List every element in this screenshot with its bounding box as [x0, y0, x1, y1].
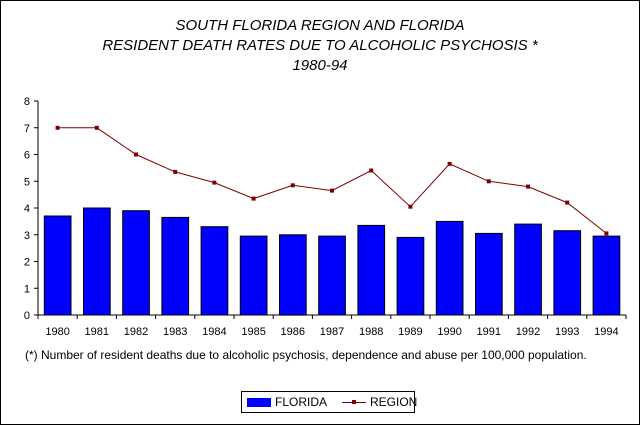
y-tick-label: 8 [24, 96, 30, 108]
florida-bar [239, 235, 268, 316]
florida-bar [43, 215, 72, 316]
y-tick-label: 4 [24, 203, 30, 215]
region-point [330, 188, 334, 193]
region-point [251, 196, 256, 201]
region-point [134, 152, 138, 157]
florida-bar [318, 235, 346, 316]
florida-bar [592, 235, 621, 316]
region-point [604, 231, 609, 236]
florida-bar [396, 236, 425, 316]
florida-bar [83, 207, 111, 316]
florida-bar [475, 232, 503, 316]
y-tick-label: 3 [24, 230, 30, 242]
region-point [94, 125, 99, 130]
x-tick-label: 1987 [320, 326, 344, 338]
x-tick-label: 1982 [124, 326, 148, 338]
x-tick-label: 1991 [477, 326, 501, 338]
chart-legend: FLORIDA REGION [241, 391, 418, 413]
region-point [212, 180, 217, 185]
y-tick-label: 0 [24, 310, 30, 322]
florida-bar [122, 210, 150, 316]
legend-region-label: REGION [370, 395, 418, 409]
chart-footnote: (*) Number of resident deaths due to alc… [25, 348, 587, 362]
legend-region-marker [352, 400, 356, 404]
x-tick-label: 1992 [516, 326, 540, 338]
x-tick-label: 1981 [85, 326, 109, 338]
region-point [408, 204, 413, 209]
region-point [526, 184, 530, 189]
region-point [565, 200, 570, 205]
legend-florida-label: FLORIDA [275, 395, 328, 409]
region-point [486, 179, 491, 184]
chart-title-line-1: SOUTH FLORIDA REGION AND FLORIDA [175, 17, 465, 34]
chart-title-line-2: RESIDENT DEATH RATES DUE TO ALCOHOLIC PS… [102, 37, 538, 54]
florida-bar [200, 226, 229, 316]
chart-title-line-3: 1980-94 [292, 57, 348, 74]
y-tick-label: 7 [24, 123, 30, 135]
legend-florida-swatch [247, 398, 271, 407]
x-tick-label: 1990 [437, 326, 461, 338]
x-tick-label: 1988 [359, 326, 383, 338]
y-tick-label: 2 [24, 257, 30, 269]
y-tick-label: 5 [24, 176, 30, 188]
x-tick-label: 1986 [281, 326, 305, 338]
x-tick-label: 1993 [555, 326, 579, 338]
x-tick-label: 1983 [163, 326, 187, 338]
florida-bar [553, 230, 582, 316]
x-tick-label: 1984 [202, 326, 226, 338]
florida-bar [357, 224, 386, 316]
florida-bar [279, 234, 307, 316]
region-point [369, 168, 374, 173]
x-tick-label: 1994 [594, 326, 618, 338]
region-point [447, 161, 452, 166]
region-point [290, 183, 295, 188]
region-point [173, 169, 178, 174]
florida-bar [161, 216, 190, 316]
region-point [55, 125, 60, 130]
florida-bar [514, 223, 542, 316]
x-tick-label: 1989 [398, 326, 422, 338]
x-tick-label: 1985 [241, 326, 265, 338]
y-tick-label: 6 [24, 150, 30, 162]
y-tick-label: 1 [24, 283, 30, 295]
florida-bar [435, 220, 464, 316]
x-tick-label: 1980 [45, 326, 69, 338]
